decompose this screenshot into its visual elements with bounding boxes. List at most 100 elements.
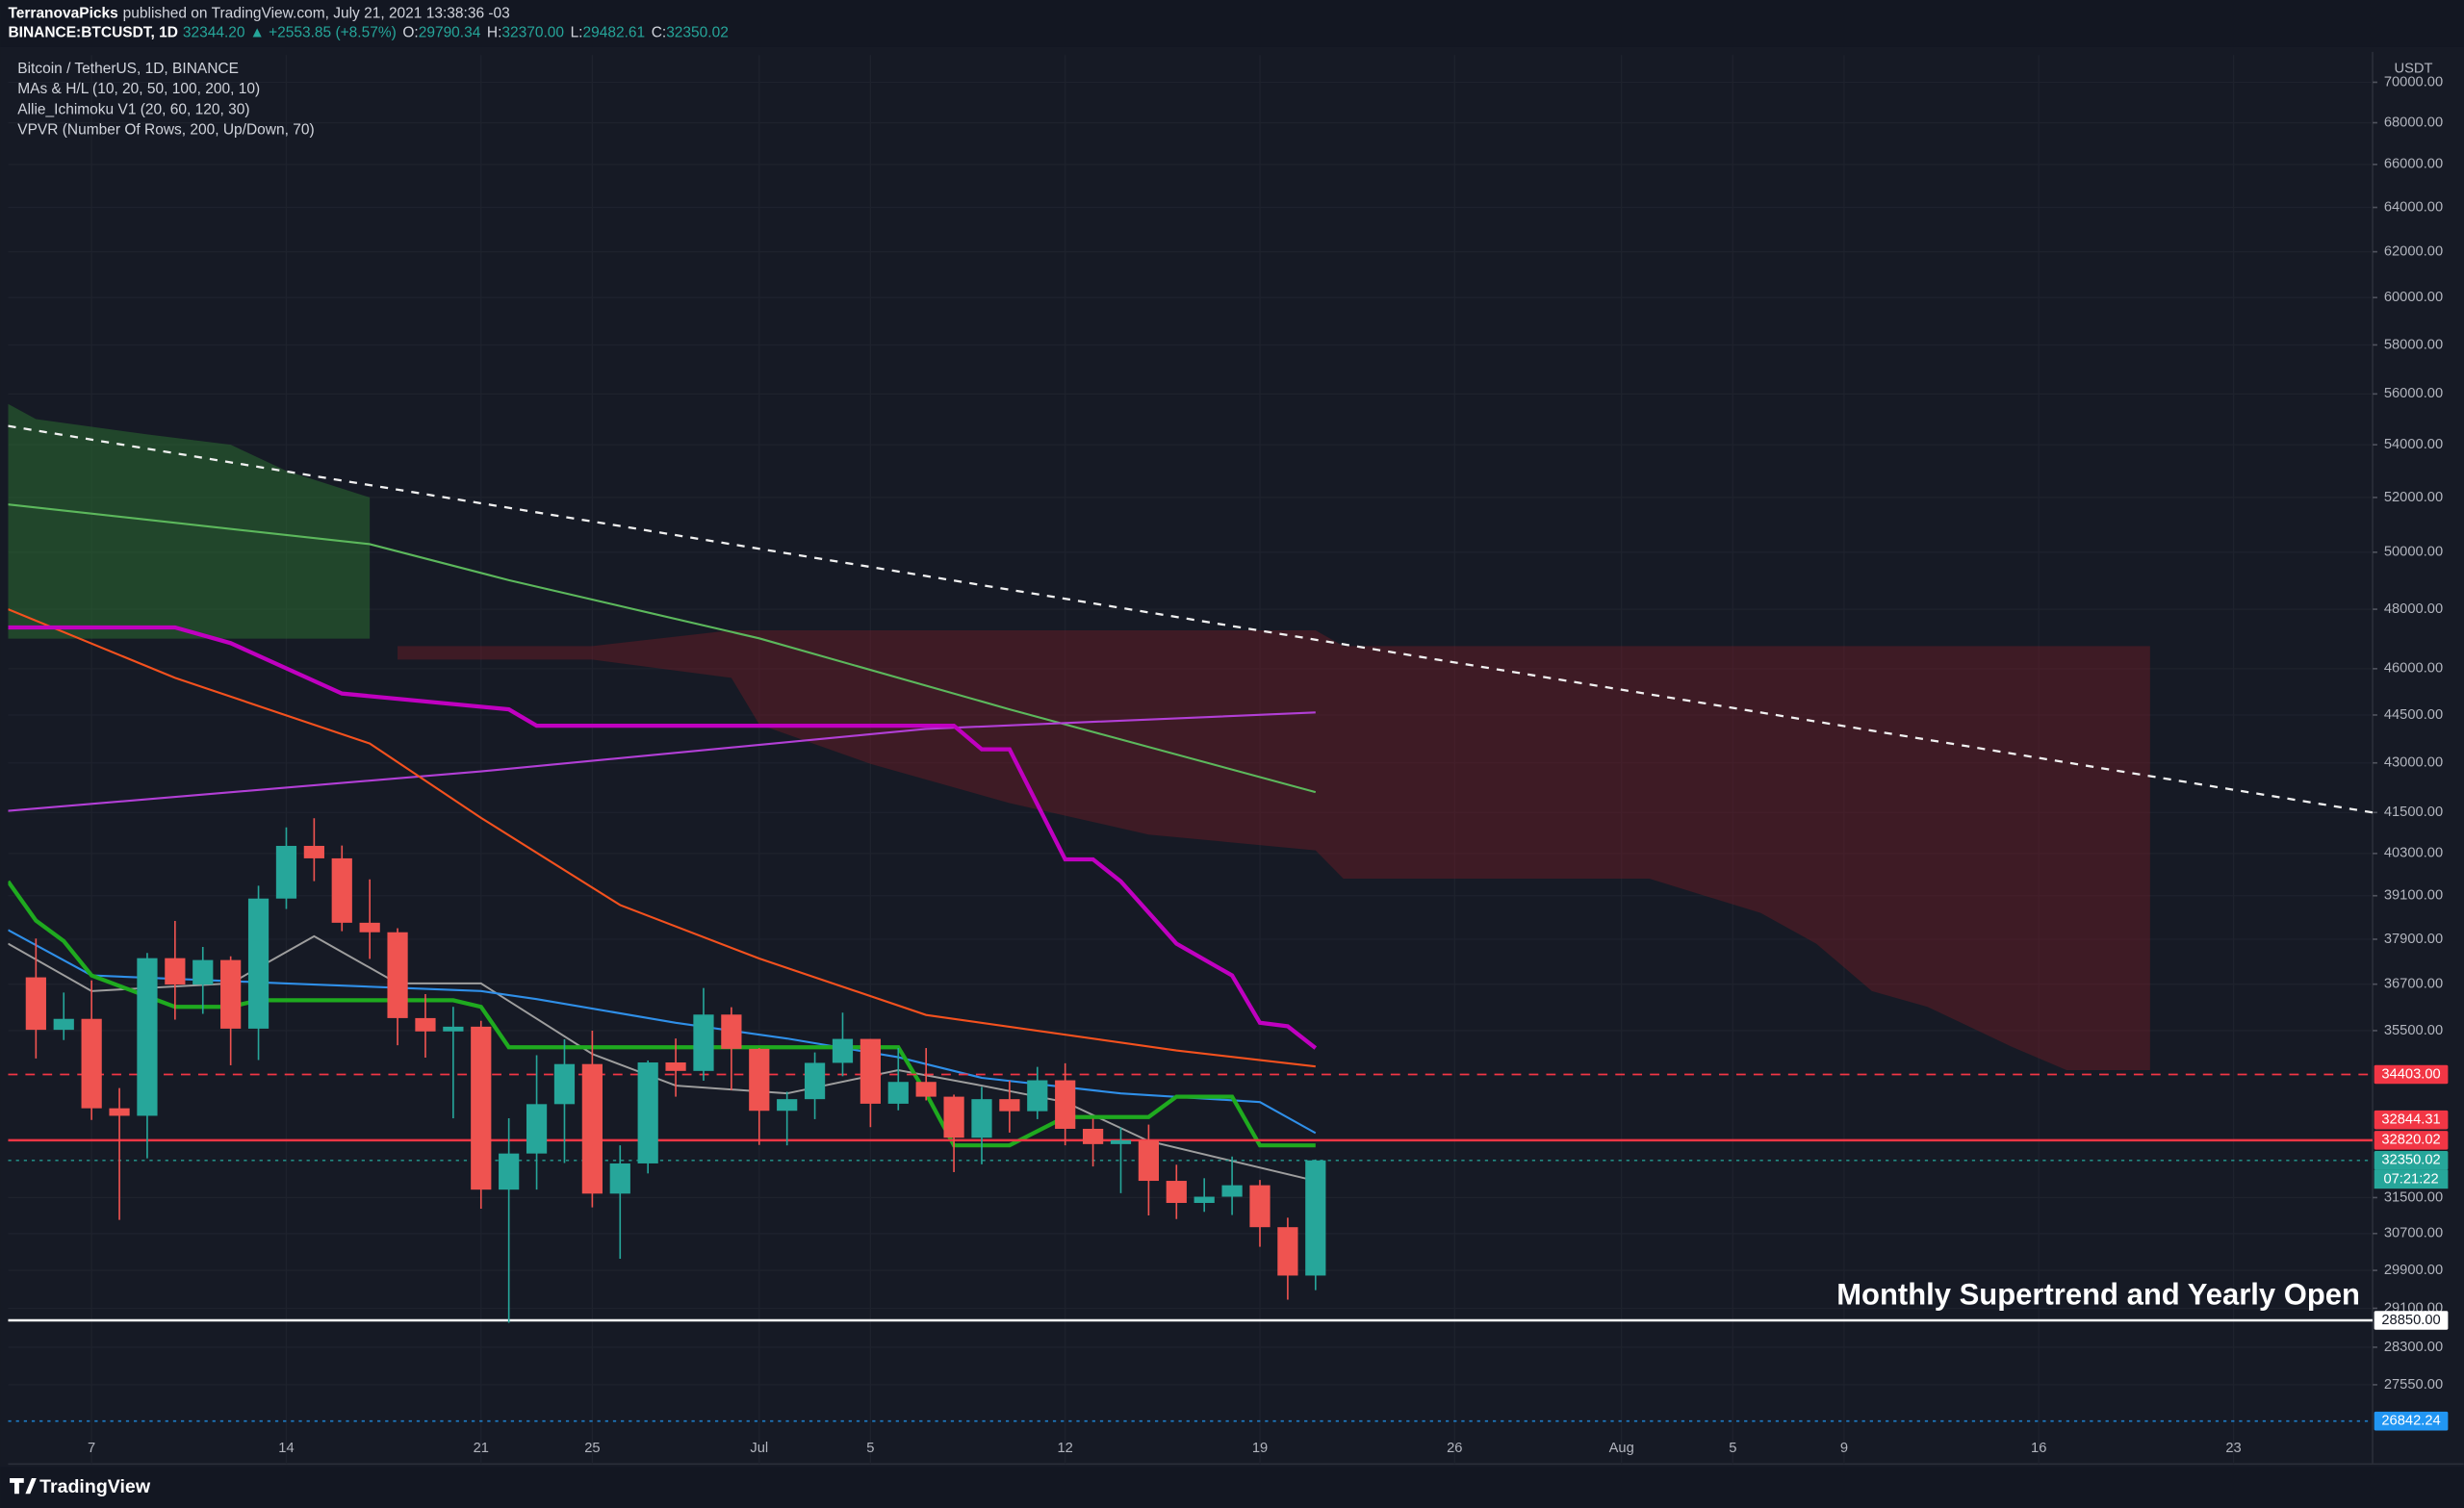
candle-body: [1027, 1080, 1048, 1112]
header-line: TerranovaPicks published on TradingView.c…: [8, 6, 509, 22]
candle-body: [971, 1099, 992, 1138]
x-tick-label: 5: [1729, 1441, 1736, 1456]
y-tick-label: 58000.00: [2384, 337, 2443, 352]
candle-body: [999, 1099, 1020, 1112]
legend-entry: VPVR (Number Of Rows, 200, Up/Down, 70): [17, 122, 314, 139]
candle-body: [220, 959, 242, 1029]
y-tick-label: 31500.00: [2384, 1189, 2443, 1205]
candle-body: [25, 977, 46, 1031]
candle-body: [1249, 1185, 1270, 1228]
y-tick-label: 54000.00: [2384, 437, 2443, 452]
y-tick-label: 52000.00: [2384, 490, 2443, 505]
indicator-line: [8, 608, 1316, 1068]
ichimoku-cloud: [8, 403, 371, 639]
candle-body: [665, 1062, 686, 1071]
candle-body: [1166, 1181, 1187, 1203]
candle-body: [387, 932, 408, 1018]
candle-body: [1221, 1185, 1243, 1197]
countdown-tag: [2374, 1169, 2449, 1189]
candle-body: [415, 1017, 436, 1032]
y-tick-label: 37900.00: [2384, 932, 2443, 947]
indicator-line: [8, 880, 1316, 1148]
chart-title: Bitcoin / TetherUS, 1D, BINANCE: [17, 61, 239, 77]
y-tick-label: 30700.00: [2384, 1226, 2443, 1241]
price-tag-label: 28850.00: [2381, 1313, 2440, 1328]
x-tick-label: 19: [1252, 1441, 1268, 1456]
candle-body: [1277, 1227, 1298, 1276]
o-label: O:: [402, 24, 418, 40]
h-label: H:: [487, 24, 501, 40]
indicator-line: [8, 625, 1318, 1050]
candle-body: [943, 1096, 964, 1138]
price-tag: [2374, 1311, 2449, 1330]
candle-body: [804, 1062, 826, 1100]
author: TerranovaPicks: [8, 6, 117, 22]
c-value: 32350.02: [666, 24, 729, 40]
x-tick-label: 21: [474, 1441, 489, 1456]
candle-body: [81, 1018, 102, 1109]
price-tag-label: 32844.31: [2381, 1112, 2440, 1128]
candle-body: [581, 1063, 603, 1194]
x-tick-label: Jul: [750, 1441, 768, 1456]
x-tick-label: 5: [866, 1441, 874, 1456]
x-tick-label: 26: [1447, 1441, 1462, 1456]
candle-body: [247, 898, 270, 1029]
candle-body: [1055, 1080, 1076, 1129]
y-tick-label: 43000.00: [2384, 755, 2443, 771]
price-tag-label: 34403.00: [2381, 1066, 2440, 1082]
footer-bar: [0, 1467, 2464, 1508]
logo-text: TradingView: [39, 1476, 151, 1497]
candle-body: [359, 922, 380, 933]
candle-body: [1305, 1160, 1326, 1276]
y-tick-label: 46000.00: [2384, 661, 2443, 677]
header-bar: [0, 0, 2464, 47]
axis-unit: USDT: [2394, 62, 2432, 77]
y-tick-label: 68000.00: [2384, 115, 2443, 130]
price-tag-label: 26842.24: [2381, 1414, 2440, 1429]
candle-body: [331, 857, 352, 923]
candle-body: [137, 958, 158, 1116]
y-tick-label: 70000.00: [2384, 74, 2443, 89]
plot: [8, 55, 2374, 1465]
price-tag: [2374, 1151, 2449, 1170]
y-tick-label: 27550.00: [2384, 1377, 2443, 1393]
candle-body: [471, 1026, 492, 1190]
x-tick-label: 12: [1058, 1441, 1073, 1456]
price-tag: [2374, 1064, 2449, 1085]
y-tick-label: 35500.00: [2384, 1023, 2443, 1038]
symbol-line: BINANCE:BTCUSDT, 1D 32344.20 ▲ +2553.85 (+…: [8, 24, 728, 40]
o-value: 29790.34: [419, 24, 481, 40]
ichimoku-cloud: [398, 630, 2150, 1070]
l-label: L:: [571, 24, 583, 40]
candle-body: [915, 1082, 937, 1097]
logo-icon: [10, 1477, 37, 1495]
candle-body: [609, 1163, 630, 1194]
price-tag: [2374, 1110, 2449, 1130]
y-tick-label: 40300.00: [2384, 846, 2443, 861]
indicator-line: [8, 711, 1316, 812]
logo: TradingView: [10, 1476, 151, 1497]
y-tick-label: 36700.00: [2384, 977, 2443, 992]
candle-body: [165, 958, 186, 985]
y-tick-label: 50000.00: [2384, 545, 2443, 560]
h-value: 32370.00: [501, 24, 564, 40]
legend-entry: Allie_Ichimoku V1 (20, 60, 120, 30): [17, 101, 249, 117]
published: published on TradingView.com, July 21, 2…: [123, 6, 510, 22]
candle-body: [499, 1153, 520, 1190]
change: ▲ +2553.85 (+8.57%): [249, 24, 396, 40]
y-tick-label: 66000.00: [2384, 157, 2443, 172]
y-tick-label: 62000.00: [2384, 243, 2443, 259]
countdown: 07:21:22: [2383, 1171, 2438, 1187]
candle-body: [887, 1082, 909, 1104]
candle-body: [53, 1018, 74, 1031]
candle-body: [1194, 1196, 1215, 1203]
price-tag-label: 32350.02: [2381, 1153, 2440, 1168]
y-tick-label: 56000.00: [2384, 386, 2443, 401]
candle-body: [1082, 1128, 1104, 1144]
price: 32344.20: [183, 24, 245, 40]
x-tick-label: 25: [584, 1441, 600, 1456]
price-tag: [2374, 1131, 2449, 1150]
legend-entry: MAs & H/L (10, 20, 50, 100, 200, 10): [17, 81, 260, 97]
y-tick-label: 28300.00: [2384, 1340, 2443, 1355]
